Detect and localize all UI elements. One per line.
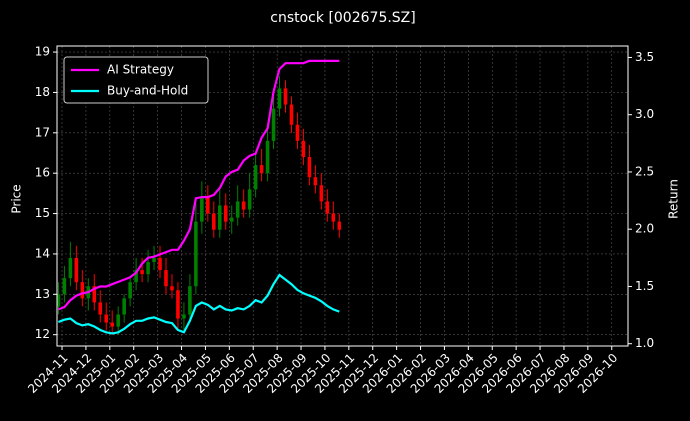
candle-body	[134, 270, 138, 283]
candle-body	[104, 314, 109, 323]
candle-body	[140, 270, 144, 275]
y2-tick-label: 1.0	[635, 336, 654, 350]
candle-body	[206, 197, 210, 214]
candle-body	[128, 282, 132, 299]
candle-body	[283, 88, 288, 105]
y-tick-label: 12	[35, 327, 50, 341]
y-tick-label: 19	[35, 45, 50, 59]
y2-axis-label: Return	[667, 179, 681, 219]
y-axis-label: Price	[10, 184, 24, 213]
candle-body	[325, 201, 330, 214]
y2-tick-label: 2.0	[635, 222, 654, 236]
candle-body	[152, 257, 156, 263]
y2-tick-label: 3.0	[635, 107, 654, 121]
legend-label: Buy-and-Hold	[107, 84, 188, 98]
legend: AI Strategy Buy-and-Hold	[63, 56, 209, 104]
candle-body	[200, 197, 204, 222]
plot-frame	[56, 45, 629, 347]
candle-body	[271, 108, 276, 141]
candle-body	[295, 124, 300, 141]
candle-body	[194, 221, 198, 287]
candle-body	[164, 270, 168, 287]
candle-body	[122, 298, 126, 315]
candle-body	[235, 201, 240, 218]
candle-body	[182, 314, 186, 319]
candle-body	[313, 177, 318, 186]
candle-body	[301, 140, 306, 158]
candle-body	[116, 314, 120, 327]
candle-body	[241, 201, 246, 210]
y-tick-label: 14	[35, 246, 50, 260]
candle-body	[146, 262, 150, 275]
candle-body	[331, 213, 336, 222]
candle-body	[217, 205, 222, 230]
candle-body	[110, 322, 115, 327]
candle-body	[337, 221, 342, 230]
candle-body	[247, 189, 252, 210]
candle-body	[307, 157, 312, 178]
y-tick-label: 17	[35, 125, 50, 139]
y-tick-label: 15	[35, 206, 50, 220]
legend-box	[63, 56, 209, 104]
candle-body	[92, 286, 97, 303]
series-line	[58, 273, 340, 335]
y-tick-label: 13	[35, 287, 50, 301]
candle-body	[259, 165, 264, 174]
candle-body	[62, 278, 67, 295]
candle-body	[74, 257, 79, 283]
candle-body	[253, 165, 258, 190]
y-tick-label: 18	[35, 85, 50, 99]
y2-tick-label: 2.5	[635, 164, 654, 178]
chart-title: cnstock [002675.SZ]	[270, 10, 415, 26]
legend-label: AI Strategy	[107, 63, 174, 77]
candle-body	[158, 257, 162, 271]
candle-body	[319, 185, 324, 202]
candle-body	[188, 286, 192, 315]
candle-body	[265, 140, 270, 174]
series-line	[58, 59, 340, 311]
candle-body	[176, 290, 180, 319]
y2-tick-label: 1.5	[635, 279, 654, 293]
candle-body	[56, 294, 61, 307]
candle-body	[289, 104, 294, 125]
candle-body	[68, 257, 73, 279]
candle-body	[229, 217, 234, 222]
y-tick-label: 16	[35, 166, 50, 180]
candle-body	[170, 286, 174, 291]
candle-body	[277, 88, 282, 109]
candle-body	[80, 282, 85, 299]
candle-body	[211, 213, 216, 230]
candle-body	[223, 205, 228, 222]
candle-body	[98, 302, 103, 315]
y2-tick-label: 3.5	[635, 50, 654, 64]
